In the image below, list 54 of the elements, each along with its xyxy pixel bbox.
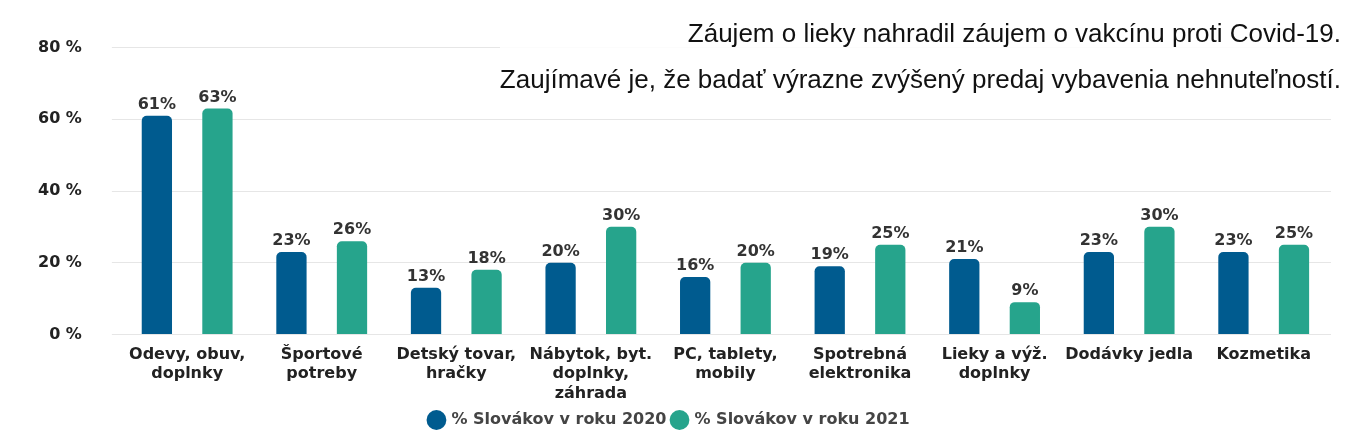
data-label: 20%: [541, 240, 580, 260]
data-label: 25%: [1274, 222, 1314, 242]
bar: [202, 108, 233, 334]
x-tick-label: PC, tablety, mobily: [673, 344, 778, 383]
bar: [1144, 226, 1175, 334]
bar: [606, 226, 637, 334]
legend-label: % Slovákov v roku 2021: [694, 409, 910, 429]
bar: [141, 115, 173, 334]
bar: [1083, 251, 1115, 334]
data-label: 63%: [198, 86, 237, 106]
bar: [1278, 244, 1310, 334]
data-label: 20%: [736, 240, 775, 260]
bar: [814, 266, 845, 334]
x-tick-label: Lieky a výž. doplnky: [941, 344, 1048, 383]
data-label: 19%: [810, 244, 849, 264]
x-tick-label: Odevy, obuv, doplnky: [129, 344, 246, 383]
data-label: 9%: [1011, 280, 1039, 300]
bar: [471, 269, 502, 334]
bar: [1009, 302, 1040, 334]
x-tick-label: Kozmetika: [1216, 344, 1311, 364]
bar: [680, 277, 711, 334]
data-label: 61%: [137, 93, 177, 113]
bar: [545, 262, 576, 334]
y-tick-label: 20 %: [37, 251, 82, 271]
data-label: 30%: [1140, 205, 1179, 225]
x-tick-label: Spotrebná elektronika: [808, 344, 912, 383]
x-tick-label: Detský tovar, hračky: [396, 344, 517, 383]
y-tick-label: 40 %: [37, 180, 82, 200]
bar: [410, 287, 442, 334]
x-tick-label: Dodávky jedla: [1065, 344, 1193, 364]
data-label: 26%: [332, 219, 372, 239]
bar: [875, 244, 906, 334]
y-tick-label: 80 %: [37, 36, 82, 56]
data-label: 23%: [272, 230, 311, 250]
bar: [276, 251, 307, 334]
data-label: 23%: [1079, 230, 1119, 250]
data-label: 21%: [945, 237, 984, 257]
data-label: 23%: [1214, 230, 1253, 250]
bar: [1218, 251, 1249, 334]
data-label: 25%: [871, 222, 910, 242]
x-tick-label: Športové potreby: [280, 344, 363, 383]
data-label: 16%: [676, 255, 715, 275]
bar: [336, 241, 368, 334]
data-label: 18%: [467, 248, 506, 268]
bar: [740, 262, 771, 334]
annotation: Záujem o lieky nahradil záujem o vakcínu proti Covid-19.: [686, 17, 1341, 50]
data-label: 30%: [601, 205, 641, 225]
data-label: 13%: [406, 265, 446, 285]
y-tick-label: 60 %: [37, 108, 82, 128]
y-tick-label: 0 %: [49, 323, 82, 343]
legend-label: % Slovákov v roku 2020: [451, 409, 667, 429]
x-tick-label: Nábytok, byt. doplnky, záhrada: [529, 344, 653, 402]
annotation: Zaujímavé je, že badať výrazne zvýšený predaj vybavenia nehnuteľností.: [499, 63, 1341, 96]
bar: [949, 259, 980, 334]
